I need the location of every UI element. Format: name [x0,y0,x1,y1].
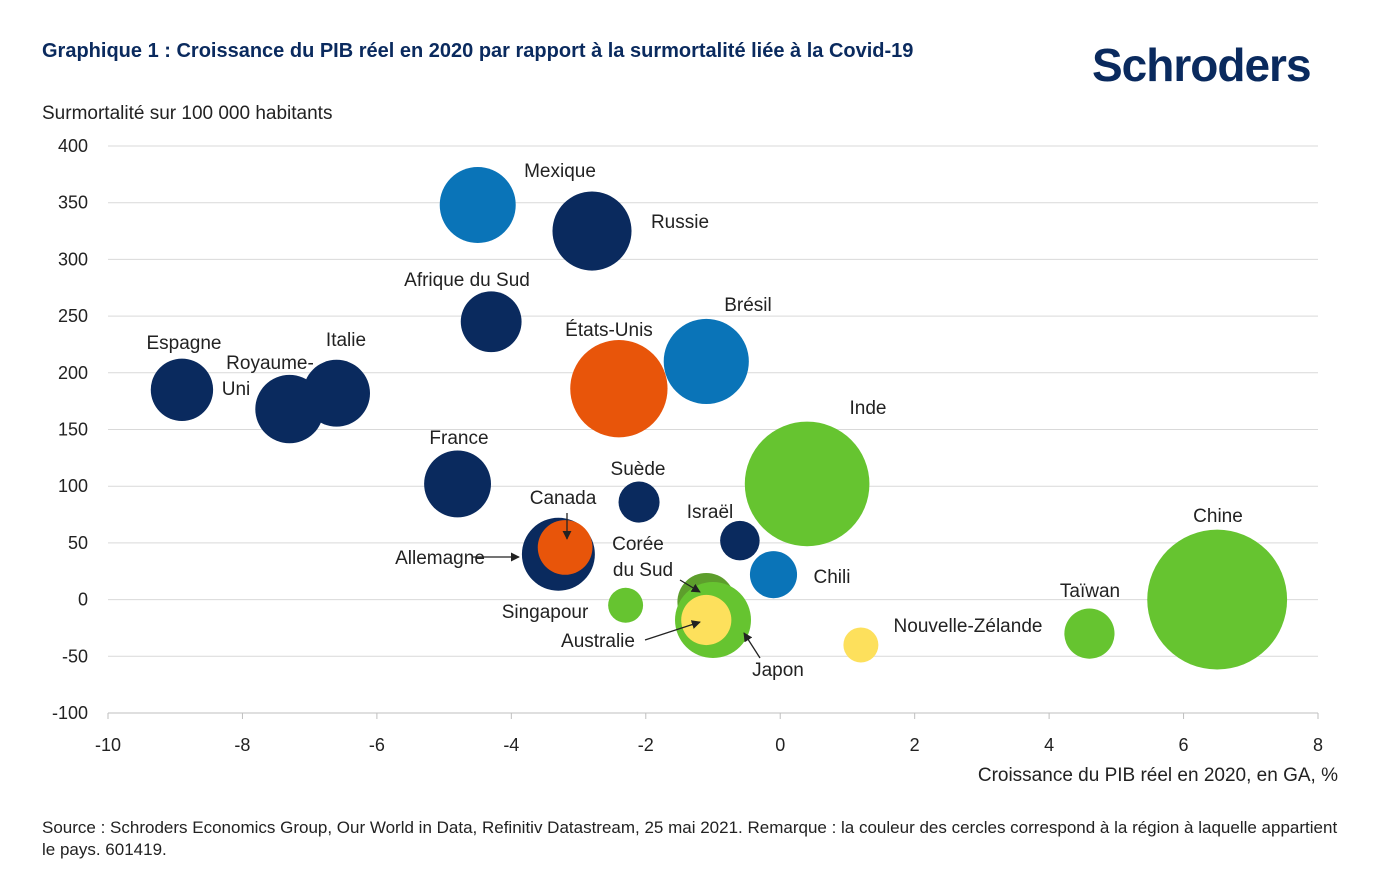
y-tick-label: 300 [58,249,88,269]
x-tick-label: 6 [1179,735,1189,755]
x-tick-label: 2 [910,735,920,755]
y-tick-label: 0 [78,590,88,610]
bubble-label: Inde [850,398,887,419]
x-tick-label: 8 [1313,735,1323,755]
bubble-label: Corée [612,534,664,555]
bubble-label: France [429,428,488,449]
y-tick-label: 50 [68,533,88,553]
bubble-label: Nouvelle-Zélande [894,616,1043,637]
label-arrow [679,579,701,593]
bubble-isra-l [720,520,760,561]
bubble-royaume-uni [255,374,324,444]
x-tick-label: -4 [503,735,519,755]
bubble-label: Israël [687,502,733,523]
bubbles [150,166,1288,670]
x-tick-label: -2 [638,735,654,755]
y-tick-label: 400 [58,136,88,156]
x-tick-label: -8 [234,735,250,755]
y-tick-label: 350 [58,193,88,213]
bubble-mexique [439,166,516,243]
y-tick-label: 150 [58,420,88,440]
bubble-nouvelle-z-lande [843,627,879,663]
bubble-label: Singapour [502,602,589,623]
bubble-label: Mexique [524,161,596,182]
x-tick-label: 4 [1044,735,1054,755]
bubble-label: Italie [326,330,366,351]
bubble-label: Russie [651,212,709,233]
bubble-label: Japon [752,660,804,681]
bubble-label: Suède [611,459,666,480]
bubble-canada [537,520,593,575]
label-arrows [473,513,761,659]
y-tick-label: 200 [58,363,88,383]
bubble-australie [681,594,732,646]
y-tick-label: 250 [58,306,88,326]
bubble-label: du Sud [613,560,673,581]
y-tick-label: 100 [58,476,88,496]
bubble-ta-wan [1064,608,1115,659]
x-axis-label: Croissance du PIB réel en 2020, en GA, % [977,765,1338,786]
bubble-labels: Mexique Russie Afrique du Sud Brésil États-U… [146,161,1242,681]
bubble-inde [744,421,870,547]
x-tick-label: -10 [95,735,121,755]
bubble-afrique-du-sud [460,291,522,353]
bubble-label: Taïwan [1060,581,1120,602]
bubble-chine [1147,529,1288,670]
bubble-label: Brésil [724,295,772,316]
bubble-label: Afrique du Sud [404,270,530,291]
bubble-su-de [618,481,660,523]
y-axis-label: Surmortalité sur 100 000 habitants [42,103,333,124]
label-arrow [743,632,761,659]
label-arrow [644,620,701,641]
schroders-logo: Schroders [1092,39,1312,91]
source-note: Source : Schroders Economics Group, Our … [42,818,1338,859]
bubble-singapour [608,587,644,623]
bubble-france [424,450,491,518]
chart-title: Graphique 1 : Croissance du PIB réel en … [42,40,914,62]
bubble-label: États-Unis [565,320,653,341]
bubble-label: Royaume- [226,353,314,374]
y-tick-label: -100 [52,703,88,723]
bubble-label: Allemagne [395,548,485,569]
bubble-label: Australie [561,631,635,652]
bubble-br-sil [663,318,749,405]
bubble-label: Canada [530,488,597,509]
y-tick-label: -50 [62,646,88,666]
tick-labels: 400 350 300 250 200 150 100 50 0 -50 -100 -10 -8 -6 -4… [52,136,1323,755]
x-tick-label: 0 [775,735,785,755]
bubble--tats-unis [570,340,668,438]
bubble-label: Chine [1193,506,1243,527]
bubble-label: Espagne [146,333,221,354]
bubble-espagne [150,358,214,421]
bubble-russie [552,191,632,271]
bubble-label: Chili [814,567,851,588]
bubble-label: Uni [222,379,251,400]
x-tick-label: -6 [369,735,385,755]
bubble-chili [749,551,798,599]
